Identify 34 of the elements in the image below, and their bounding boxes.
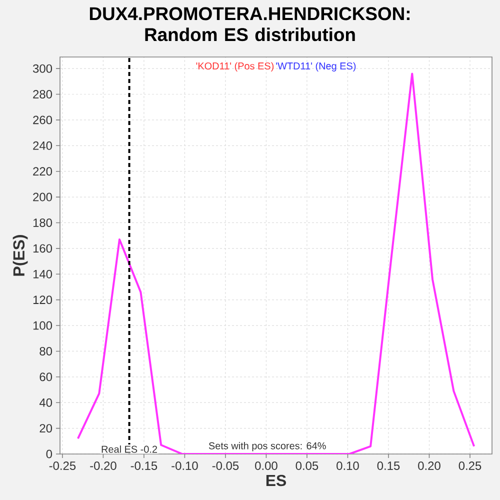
y-tick-label: 260 — [33, 116, 52, 124]
annotation: Sets with pos scores: 64% — [208, 442, 326, 452]
x-tick-label: 0.15 — [377, 462, 400, 470]
x-tick-label: -0.15 — [130, 462, 158, 470]
y-tick-label: 220 — [33, 167, 52, 176]
y-tick-label: 0 — [46, 450, 52, 458]
x-tick-label: 0.05 — [296, 462, 318, 470]
annotation: 'KOD11' (Pos ES) — [196, 62, 274, 72]
y-tick-label: 200 — [33, 192, 52, 202]
y-tick-label: 100 — [33, 321, 52, 330]
x-tick-label: 0.20 — [418, 462, 440, 470]
y-tick-label: 80 — [40, 346, 52, 356]
x-tick-label: 0.10 — [336, 462, 359, 470]
y-tick-label: 40 — [39, 398, 52, 407]
annotation: 'WTD11' (Neg ES) — [276, 62, 356, 72]
x-tick-label: 0.00 — [255, 462, 278, 470]
y-tick-label: 140 — [33, 270, 52, 278]
y-tick-label: 60 — [40, 372, 52, 382]
y-tick-label: 300 — [32, 64, 52, 73]
y-tick-label: 20 — [40, 424, 52, 433]
x-tick-label: -0.25 — [49, 462, 76, 470]
y-tick-label: 180 — [33, 218, 52, 227]
y-tick-label: 120 — [33, 296, 52, 304]
x-tick-label: -0.10 — [172, 462, 198, 470]
x-tick-label: -0.05 — [212, 462, 239, 470]
y-tick-label: 280 — [33, 90, 52, 98]
y-tick-label: 160 — [33, 244, 52, 253]
ref-line-label: Real ES -0.2 — [102, 445, 158, 453]
chart-title: DUX4.PROMOTERA.HENDRICKSON: Random ES distribution — [90, 7, 410, 42]
x-tick-label: -0.20 — [90, 462, 116, 470]
y-tick-label: 240 — [33, 141, 52, 150]
x-tick-label: 0.25 — [458, 462, 482, 470]
x-axis-title: ES — [266, 474, 286, 486]
y-axis-title: P(ES) — [12, 235, 28, 276]
